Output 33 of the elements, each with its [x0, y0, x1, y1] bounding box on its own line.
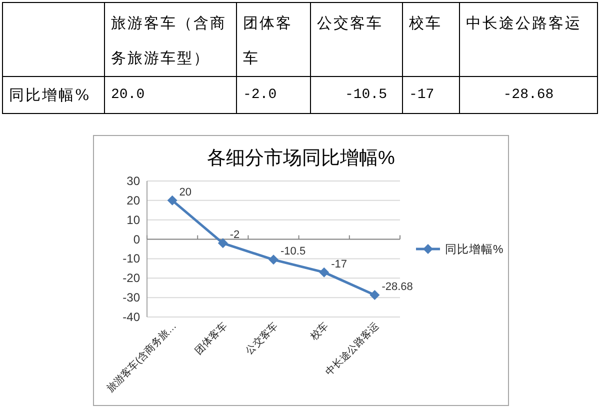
x-tick-label: 校车 — [307, 320, 331, 344]
data-label: -17 — [402, 76, 460, 114]
data-label: -17 — [331, 258, 348, 270]
x-tick-label: 公交客车 — [243, 320, 280, 357]
point — [370, 290, 380, 300]
data-label: -10.5 — [280, 246, 306, 258]
y-tick-label: -30 — [122, 290, 140, 305]
chart-title: 各细分市场同比增幅% — [207, 147, 396, 169]
point — [218, 238, 228, 248]
data-label: -28.68 — [460, 76, 598, 114]
data-label: -10.5 — [310, 76, 402, 114]
data-label: 20 — [179, 186, 192, 198]
category-label: 公交客车 — [310, 2, 402, 76]
y-tick-label: 10 — [126, 212, 140, 227]
category-label: 校车 — [402, 2, 460, 76]
data-label: -2 — [230, 229, 240, 242]
data-label: 20.0 — [104, 76, 236, 114]
y-tick-label: 0 — [133, 232, 140, 246]
point — [268, 254, 278, 265]
y-tick-label: 30 — [126, 174, 140, 188]
x-tick-label: 团体客车 — [192, 320, 230, 357]
data-label: -28.68 — [382, 281, 413, 294]
legend-label: 同比增幅% — [445, 243, 504, 256]
y-tick-label: -10 — [122, 252, 140, 266]
category-label: 团体客车 — [236, 2, 310, 76]
y-tick-label: -20 — [122, 271, 140, 286]
category-label: 旅游客车（含商务旅游车型） — [104, 2, 236, 76]
y-tick-label: 20 — [126, 193, 140, 208]
point — [167, 195, 178, 206]
category-label: 中长途公路客运 — [460, 2, 598, 76]
data-label: -2.0 — [236, 76, 310, 114]
text: 同比增幅% — [2, 76, 104, 114]
point — [319, 267, 330, 278]
